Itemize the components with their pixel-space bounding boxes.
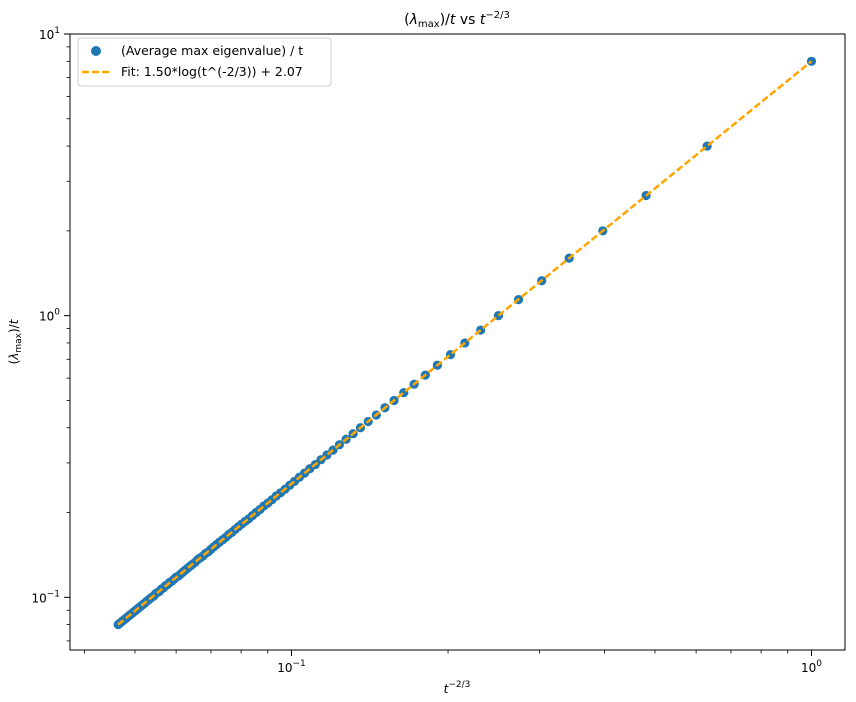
x-tick-label: 100 — [801, 659, 822, 675]
data-marks — [113, 56, 817, 630]
fit-line — [117, 60, 813, 626]
y-tick-label: 101 — [39, 26, 60, 42]
y-tick-label: 10−1 — [31, 589, 60, 605]
axes-frame — [69, 33, 846, 651]
legend: (Average max eigenvalue) / t Fit: 1.50*l… — [77, 37, 332, 87]
legend-scatter-marker — [91, 46, 101, 56]
x-tick-label: 10−1 — [277, 659, 306, 675]
chart-title: (λmax)/t vs t−2/3 — [404, 10, 510, 30]
legend-fit-label: Fit: 1.50*log(t^(-2/3)) + 2.07 — [121, 64, 303, 79]
y-axis-label: (λmax)/t — [7, 318, 24, 364]
y-tick-label: 100 — [39, 308, 60, 324]
axes: 10−1 100 10−1 100 101 — [31, 26, 846, 675]
x-axis-label: t−2/3 — [444, 680, 471, 696]
legend-box — [77, 37, 332, 87]
legend-scatter-label: (Average max eigenvalue) / t — [121, 43, 303, 58]
